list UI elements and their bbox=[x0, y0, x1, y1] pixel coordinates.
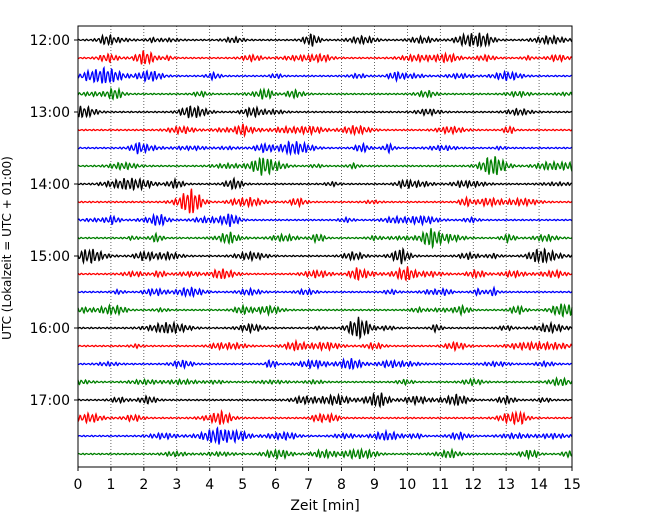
x-tick-label-8: 8 bbox=[337, 477, 346, 493]
x-tick-label-15: 15 bbox=[563, 477, 581, 493]
x-tick-label-14: 14 bbox=[530, 477, 548, 493]
x-tick-label-12: 12 bbox=[464, 477, 482, 493]
y-tick-label-0: 12:00 bbox=[30, 33, 70, 49]
y-axis-label: UTC (Lokalzeit = UTC + 01:00) bbox=[0, 156, 14, 340]
y-tick-label-1: 13:00 bbox=[30, 105, 70, 121]
x-tick-label-9: 9 bbox=[370, 477, 379, 493]
trace-9 bbox=[77, 188, 573, 214]
trace-12 bbox=[77, 246, 573, 265]
trace-20 bbox=[77, 391, 573, 409]
x-tick-label-2: 2 bbox=[139, 477, 148, 493]
x-tick-label-11: 11 bbox=[431, 477, 449, 493]
trace-15 bbox=[77, 303, 573, 318]
trace-23 bbox=[77, 447, 573, 461]
x-tick-label-6: 6 bbox=[271, 477, 280, 493]
trace-21 bbox=[77, 409, 573, 426]
trace-19 bbox=[77, 376, 573, 387]
trace-14 bbox=[77, 285, 573, 299]
trace-6 bbox=[77, 140, 573, 157]
y-tick-label-3: 15:00 bbox=[30, 249, 70, 265]
trace-4 bbox=[77, 104, 573, 119]
y-tick-label-4: 16:00 bbox=[30, 321, 70, 337]
trace-8 bbox=[77, 176, 573, 192]
y-axis: 12:00 13:00 14:00 15:00 16:00 17:00 bbox=[30, 33, 78, 409]
trace-10 bbox=[77, 212, 573, 228]
trace-3 bbox=[77, 86, 573, 101]
x-tick-label-1: 1 bbox=[106, 477, 115, 493]
trace-16 bbox=[77, 316, 573, 340]
x-axis-label: Zeit [min] bbox=[290, 498, 359, 514]
trace-2 bbox=[77, 65, 573, 84]
y-tick-label-2: 14:00 bbox=[30, 177, 70, 193]
x-tick-label-5: 5 bbox=[238, 477, 247, 493]
plot-frame bbox=[77, 25, 573, 468]
trace-17 bbox=[77, 338, 573, 353]
trace-5 bbox=[77, 123, 573, 138]
trace-1 bbox=[77, 50, 573, 66]
y-tick-label-5: 17:00 bbox=[30, 393, 70, 409]
trace-7 bbox=[77, 156, 573, 176]
x-tick-label-13: 13 bbox=[497, 477, 515, 493]
trace-11 bbox=[77, 228, 573, 250]
trace-22 bbox=[77, 426, 573, 445]
x-axis: 0 1 2 3 4 5 6 7 8 9 10 11 12 13 14 15 bbox=[74, 467, 581, 493]
trace-13 bbox=[77, 266, 573, 282]
trace-layer bbox=[77, 31, 573, 461]
trace-0 bbox=[77, 31, 573, 49]
x-tick-label-4: 4 bbox=[205, 477, 214, 493]
x-tick-label-0: 0 bbox=[74, 477, 83, 493]
trace-18 bbox=[77, 357, 573, 371]
x-tick-label-3: 3 bbox=[172, 477, 181, 493]
x-tick-label-7: 7 bbox=[304, 477, 313, 493]
x-tick-label-10: 10 bbox=[398, 477, 416, 493]
